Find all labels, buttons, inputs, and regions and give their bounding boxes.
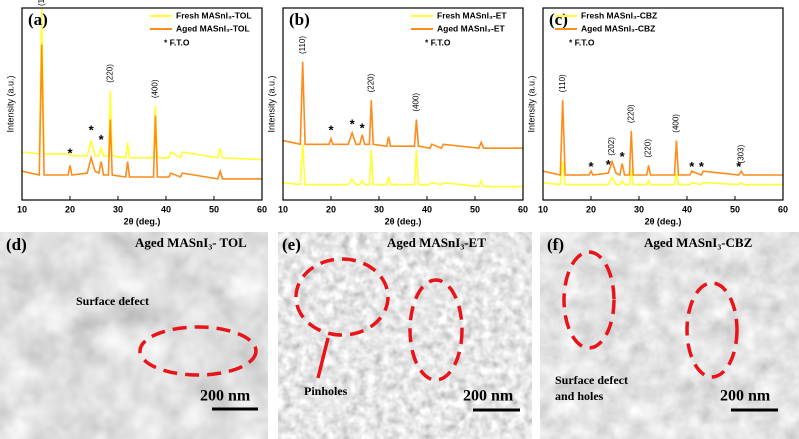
x-tick-label: 30 [113,204,123,214]
legend-label: Fresh MASnI₃-TOL [176,10,252,20]
micrograph: (d) Aged MASnI₃- TOL Surface defect 200 … [0,232,268,439]
plot-frame [282,7,524,201]
highlight-ellipse [294,257,390,337]
legend-label: Fresh MASnI₃-ET [437,10,507,20]
peak-label: (110) [37,0,46,6]
image-title: Aged MASnI₃-ET [387,235,486,250]
x-tick-label: 30 [634,204,644,214]
peak-label: (303) [736,144,745,163]
peak-marker: * [699,159,705,174]
leader-line [316,337,330,379]
peak-label: (110) [298,36,307,54]
peak-marker: * [89,122,95,137]
x-tick-label: 40 [422,204,432,214]
peak-label: (220) [626,104,635,123]
series-line [543,161,783,186]
series-line [22,8,262,161]
chart: 10 20 30 40 50 60 2θ (deg.) Intensity (a.u.) (a)… [5,0,267,226]
peak-marker: * [689,159,695,174]
panel-label: (c) [549,10,568,29]
x-tick-label: 50 [209,204,219,214]
series-line [283,61,523,150]
highlight-ellipse [562,250,616,350]
peak-label: (400) [412,93,421,112]
legend-label: Aged MASnI₃-TOL [176,23,250,33]
chart: 10 20 30 40 50 60 2θ (deg.) Intensity (a.u.) (b)… [266,7,528,226]
peak-marker: * [99,132,105,147]
highlight-ellipse [685,281,739,379]
x-tick-label: 60 [518,204,528,214]
peak-marker: * [620,149,626,164]
x-tick-label: 60 [257,204,267,214]
x-tick-label: 50 [730,204,740,214]
y-axis-label: Intensity (a.u.) [266,75,276,132]
x-tick-label: 40 [682,204,692,214]
x-tick-label: 60 [778,204,788,214]
x-tick-label: 30 [374,204,384,214]
peak-marker: * [588,159,594,174]
scale-bar-label: 200 nm [463,388,514,405]
peak-marker: * [606,157,612,172]
panel-label: (e) [282,235,301,254]
legend-note: * F.T.O [569,37,595,47]
highlight-ellipse [408,278,464,382]
legend-label: Aged MASnI₃-ET [437,23,505,33]
series-line [22,44,262,180]
legend-label: Aged MASnI₃-CBZ [581,23,655,33]
x-tick-label: 20 [586,204,596,214]
x-tick-label: 50 [470,204,480,214]
peak-label: (220) [105,64,114,83]
panel-label: (d) [6,235,27,254]
peak-label: (400) [672,114,681,133]
x-tick-label: 20 [326,204,336,214]
panel-label: (f) [547,235,564,254]
x-tick-label: 10 [17,204,27,214]
panel-label: (a) [28,10,48,29]
peak-marker: * [67,145,73,160]
peak-label: (220) [644,139,653,158]
peak-label: (220) [366,73,375,92]
legend-note: * F.T.O [164,37,190,47]
y-axis-label: Intensity (a.u.) [5,75,15,132]
peak-marker: * [360,120,366,135]
x-tick-label: 40 [161,204,171,214]
micrograph: (e) Aged MASnI₃-ET Pinholes 200 nm [278,232,532,439]
x-tick-label: 10 [278,204,288,214]
micrograph: (f) Aged MASnI₃-CBZ Surface defect and h… [540,232,799,439]
x-axis-label: 2θ (deg.) [124,216,161,226]
image-title: Aged MASnI₃- TOL [135,235,247,250]
series-line [543,100,783,177]
x-axis-label: 2θ (deg.) [645,216,682,226]
legend-label: Fresh MASnI₃-CBZ [581,10,657,20]
panel-label: (b) [289,10,310,29]
x-tick-label: 10 [538,204,548,214]
image-annotation: and holes [555,389,604,403]
sem-image [278,232,532,439]
peak-label: (400) [151,79,160,98]
sem-image [540,232,799,439]
highlight-ellipse [138,325,258,377]
x-tick-label: 20 [65,204,75,214]
series-line [283,144,523,188]
chart: 10 20 30 40 50 60 2θ (deg.) Intensity (a.u.) (c)… [526,7,788,226]
image-annotation: Pinholes [304,384,348,398]
y-axis-label: Intensity (a.u.) [526,75,536,132]
plot-frame [21,7,263,201]
x-axis-label: 2θ (deg.) [385,216,422,226]
peak-label: (110) [558,74,567,92]
legend-note: * F.T.O [425,37,451,47]
plot-frame [542,7,784,201]
scale-bar-label: 200 nm [720,388,771,405]
image-title: Aged MASnI₃-CBZ [644,235,753,250]
image-annotation: Surface defect [76,294,149,308]
peak-label: (202) [607,137,616,156]
sem-image [0,232,268,439]
image-annotation: Surface defect [555,373,628,387]
peak-marker: * [328,122,334,137]
peak-marker: * [736,159,742,174]
peak-marker: * [350,117,356,132]
scale-bar-label: 200 nm [200,388,251,405]
